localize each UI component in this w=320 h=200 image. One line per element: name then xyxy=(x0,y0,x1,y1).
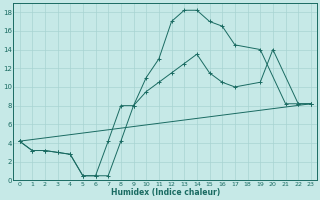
X-axis label: Humidex (Indice chaleur): Humidex (Indice chaleur) xyxy=(111,188,220,197)
